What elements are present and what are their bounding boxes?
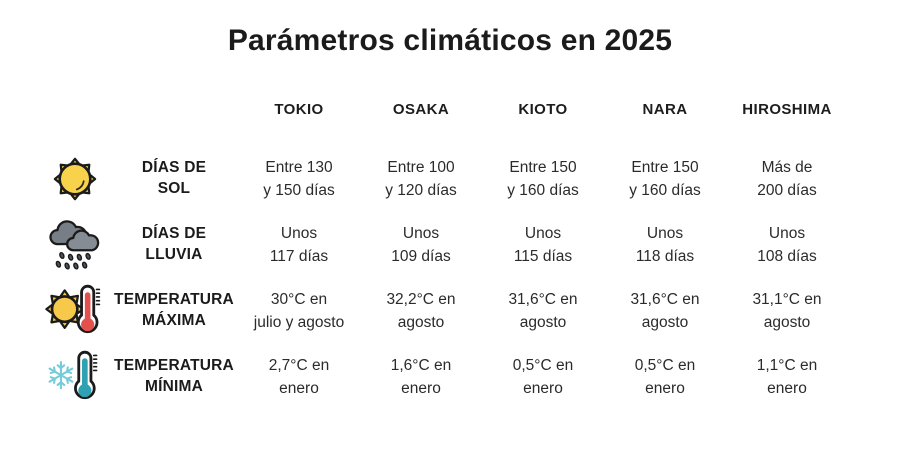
- column-header-nara: NARA: [642, 101, 688, 118]
- page-title: Parámetros climáticos en 2025: [227, 24, 673, 57]
- value-max-hiroshima: 31,1°C en agosto: [752, 290, 822, 331]
- row-label-temperatura-minima: TEMPERATURA MÍNIMA: [114, 357, 234, 395]
- value-min-kioto: 0,5°C en enero: [512, 356, 574, 397]
- value-max-osaka: 32,2°C en agosto: [386, 290, 456, 331]
- value-min-tokio: 2,7°C en enero: [268, 356, 330, 397]
- value-lluvia-tokio: Unos 117 días: [269, 224, 329, 265]
- value-min-osaka: 1,6°C en enero: [390, 356, 452, 397]
- row-label-dias-de-lluvia: DÍAS DE LLUVIA: [141, 225, 207, 263]
- column-header-osaka: OSAKA: [392, 101, 450, 118]
- min-temperature-icon: [40, 344, 110, 410]
- column-header-kioto: KIOTO: [518, 101, 568, 118]
- value-max-nara: 31,6°C en agosto: [630, 290, 700, 331]
- sun-icon: [40, 146, 110, 212]
- rain-cloud-icon: [40, 212, 110, 278]
- data-table: DÍAS DE SOL Entre 130 y 150 días Entre 1…: [40, 146, 900, 410]
- value-min-hiroshima: 1,1°C en enero: [756, 356, 818, 397]
- value-sol-tokio: Entre 130 y 150 días: [263, 158, 335, 199]
- value-lluvia-hiroshima: Unos 108 días: [757, 224, 817, 265]
- value-lluvia-osaka: Unos 109 días: [391, 224, 451, 265]
- value-lluvia-nara: Unos 118 días: [635, 224, 695, 265]
- max-temperature-icon: [40, 278, 110, 344]
- value-sol-kioto: Entre 150 y 160 días: [507, 158, 579, 199]
- column-header-tokio: TOKIO: [274, 101, 324, 118]
- value-sol-nara: Entre 150 y 160 días: [629, 158, 701, 199]
- city-header-row: TOKIO OSAKA KIOTO NARA HIROSHIMA: [40, 101, 900, 118]
- value-sol-osaka: Entre 100 y 120 días: [385, 158, 457, 199]
- value-lluvia-kioto: Unos 115 días: [513, 224, 573, 265]
- value-min-nara: 0,5°C en enero: [634, 356, 696, 397]
- value-max-tokio: 30°C en julio y agosto: [253, 290, 345, 331]
- row-label-temperatura-maxima: TEMPERATURA MÁXIMA: [114, 291, 234, 329]
- value-sol-hiroshima: Más de 200 días: [757, 158, 817, 199]
- value-max-kioto: 31,6°C en agosto: [508, 290, 578, 331]
- column-header-hiroshima: HIROSHIMA: [742, 101, 832, 118]
- row-label-dias-de-sol: DÍAS DE SOL: [141, 159, 207, 197]
